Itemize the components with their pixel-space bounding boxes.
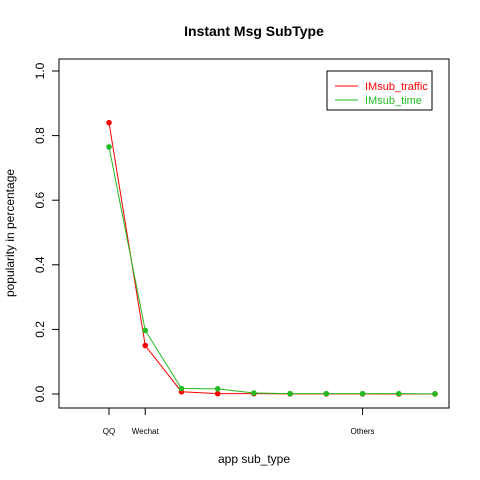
legend-label: IMsub_time bbox=[365, 95, 422, 107]
legend: IMsub_traffic IMsub_time bbox=[327, 71, 432, 110]
data-point-IMsub_time bbox=[106, 144, 112, 150]
data-point-IMsub_time bbox=[396, 391, 402, 397]
x-tick-label: Others bbox=[351, 427, 375, 436]
chart-title: Instant Msg SubType bbox=[184, 23, 324, 39]
data-point-IMsub_time bbox=[215, 386, 221, 392]
plot-frame bbox=[59, 59, 449, 408]
data-point-IMsub_time bbox=[360, 391, 366, 397]
data-point-IMsub_time bbox=[324, 391, 330, 397]
data-point-IMsub_time bbox=[142, 328, 148, 334]
series-points bbox=[106, 120, 438, 397]
y-axis-label: popularity in percentage bbox=[3, 169, 17, 297]
x-tick-label: QQ bbox=[103, 427, 115, 436]
y-tick-label: 0.4 bbox=[33, 256, 47, 273]
x-axis-label: app sub_type bbox=[218, 452, 290, 466]
x-tick-label: Wechat bbox=[132, 427, 160, 436]
data-point-IMsub_traffic bbox=[106, 120, 112, 126]
series-line-IMsub_time bbox=[109, 147, 435, 394]
data-point-IMsub_time bbox=[432, 391, 438, 397]
y-tick-label: 0.6 bbox=[33, 192, 47, 209]
data-point-IMsub_time bbox=[179, 386, 185, 392]
series-lines bbox=[109, 123, 435, 394]
data-point-IMsub_time bbox=[251, 390, 257, 396]
legend-label: IMsub_traffic bbox=[365, 81, 428, 93]
data-point-IMsub_traffic bbox=[215, 391, 221, 397]
y-tick-label: 0.8 bbox=[33, 127, 47, 144]
x-axis: QQ Wechat Others bbox=[103, 408, 375, 436]
y-tick-label: 1.0 bbox=[33, 62, 47, 79]
y-tick-label: 0.0 bbox=[33, 385, 47, 402]
data-point-IMsub_traffic bbox=[142, 343, 148, 349]
data-point-IMsub_time bbox=[287, 391, 293, 397]
y-tick-label: 0.2 bbox=[33, 321, 47, 338]
y-axis: 0.0 0.2 0.4 0.6 0.8 1.0 bbox=[33, 62, 59, 402]
series-line-IMsub_traffic bbox=[109, 123, 435, 394]
